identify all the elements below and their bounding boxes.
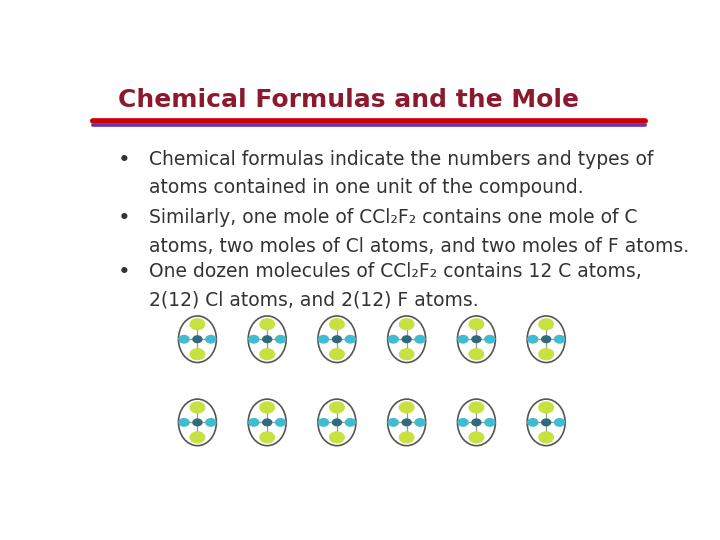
Circle shape <box>539 319 554 329</box>
Circle shape <box>469 319 484 329</box>
Circle shape <box>330 319 344 329</box>
Circle shape <box>260 349 274 360</box>
Circle shape <box>260 432 274 443</box>
Circle shape <box>554 335 564 343</box>
Circle shape <box>190 319 204 329</box>
Circle shape <box>415 335 425 343</box>
Circle shape <box>263 419 271 426</box>
Text: •: • <box>118 262 130 282</box>
Circle shape <box>276 418 286 426</box>
Circle shape <box>469 349 484 360</box>
Circle shape <box>190 349 204 360</box>
Circle shape <box>472 336 481 342</box>
Circle shape <box>528 418 538 426</box>
Circle shape <box>458 418 468 426</box>
Circle shape <box>402 419 411 426</box>
Circle shape <box>318 418 328 426</box>
Text: •: • <box>118 150 130 170</box>
Circle shape <box>263 336 271 342</box>
Circle shape <box>206 335 216 343</box>
Circle shape <box>400 319 414 329</box>
Circle shape <box>539 432 554 443</box>
Circle shape <box>528 335 538 343</box>
Circle shape <box>541 419 551 426</box>
Circle shape <box>554 418 564 426</box>
Circle shape <box>260 319 274 329</box>
Text: Similarly, one mole of CCl₂F₂ contains one mole of C: Similarly, one mole of CCl₂F₂ contains o… <box>148 208 637 227</box>
Text: Chemical Formulas and the Mole: Chemical Formulas and the Mole <box>118 87 579 112</box>
Circle shape <box>333 419 341 426</box>
Circle shape <box>260 402 274 413</box>
Circle shape <box>190 432 204 443</box>
Circle shape <box>330 349 344 360</box>
Text: One dozen molecules of CCl₂F₂ contains 12 C atoms,: One dozen molecules of CCl₂F₂ contains 1… <box>148 262 642 281</box>
Circle shape <box>330 402 344 413</box>
Text: atoms contained in one unit of the compound.: atoms contained in one unit of the compo… <box>148 178 583 197</box>
Circle shape <box>400 349 414 360</box>
Circle shape <box>539 349 554 360</box>
Circle shape <box>179 335 189 343</box>
Text: Chemical formulas indicate the numbers and types of: Chemical formulas indicate the numbers a… <box>148 150 653 169</box>
Text: 2(12) Cl atoms, and 2(12) F atoms.: 2(12) Cl atoms, and 2(12) F atoms. <box>148 291 478 309</box>
Circle shape <box>248 335 258 343</box>
Circle shape <box>330 432 344 443</box>
Circle shape <box>541 336 551 342</box>
Circle shape <box>193 419 202 426</box>
Circle shape <box>206 418 216 426</box>
Circle shape <box>388 418 398 426</box>
Circle shape <box>276 335 286 343</box>
Circle shape <box>179 418 189 426</box>
Text: atoms, two moles of Cl atoms, and two moles of F atoms.: atoms, two moles of Cl atoms, and two mo… <box>148 237 689 255</box>
Circle shape <box>458 335 468 343</box>
Circle shape <box>469 402 484 413</box>
Circle shape <box>469 432 484 443</box>
Circle shape <box>333 336 341 342</box>
Circle shape <box>193 336 202 342</box>
Circle shape <box>472 419 481 426</box>
Circle shape <box>346 335 356 343</box>
Circle shape <box>485 418 495 426</box>
Circle shape <box>400 432 414 443</box>
Circle shape <box>402 336 411 342</box>
Circle shape <box>346 418 356 426</box>
Circle shape <box>485 335 495 343</box>
Circle shape <box>415 418 425 426</box>
Circle shape <box>388 335 398 343</box>
Circle shape <box>400 402 414 413</box>
Circle shape <box>539 402 554 413</box>
Text: •: • <box>118 208 130 228</box>
Circle shape <box>190 402 204 413</box>
Circle shape <box>248 418 258 426</box>
Circle shape <box>318 335 328 343</box>
